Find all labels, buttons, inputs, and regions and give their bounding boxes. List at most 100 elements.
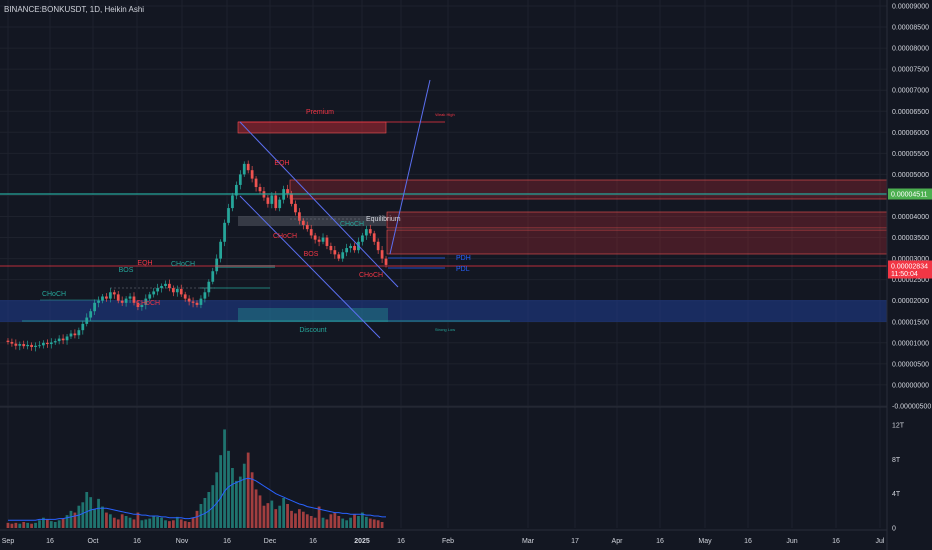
volume-bar[interactable]: [219, 455, 223, 528]
candle-body[interactable]: [124, 298, 128, 303]
volume-bar[interactable]: [325, 519, 329, 528]
volume-bar[interactable]: [128, 517, 132, 528]
volume-bar[interactable]: [191, 517, 195, 528]
volume-pane[interactable]: [6, 429, 386, 528]
volume-bar[interactable]: [124, 516, 128, 528]
candle-body[interactable]: [38, 345, 41, 347]
volume-bar[interactable]: [266, 503, 270, 528]
volume-bar[interactable]: [22, 522, 26, 528]
candle-body[interactable]: [77, 330, 81, 336]
candle-body[interactable]: [207, 281, 211, 293]
volume-bar[interactable]: [85, 492, 89, 528]
candle-body[interactable]: [238, 174, 242, 185]
volume-bar[interactable]: [238, 476, 242, 528]
candle-body[interactable]: [187, 298, 191, 302]
volume-bar[interactable]: [254, 489, 258, 528]
candle-body[interactable]: [364, 229, 368, 236]
volume-bar[interactable]: [34, 522, 37, 528]
candle-body[interactable]: [144, 298, 148, 305]
volume-bar[interactable]: [53, 522, 57, 528]
volume-bar[interactable]: [305, 514, 309, 528]
volume-bar[interactable]: [317, 506, 321, 528]
volume-bar[interactable]: [105, 512, 108, 528]
volume-bar[interactable]: [321, 517, 325, 528]
volume-bar[interactable]: [345, 520, 349, 528]
volume-bar[interactable]: [278, 505, 282, 528]
volume-bar[interactable]: [294, 513, 297, 528]
candle-body[interactable]: [128, 296, 132, 299]
candle-body[interactable]: [57, 338, 61, 342]
volume-bar[interactable]: [101, 506, 104, 528]
candle-body[interactable]: [372, 233, 376, 242]
candle-body[interactable]: [203, 292, 207, 299]
volume-bar[interactable]: [140, 520, 144, 528]
volume-bar[interactable]: [353, 514, 356, 528]
candle-body[interactable]: [345, 248, 349, 253]
volume-bar[interactable]: [148, 518, 152, 528]
volume-bar[interactable]: [57, 520, 61, 528]
candle-body[interactable]: [270, 195, 274, 204]
volume-bar[interactable]: [38, 520, 41, 528]
candle-body[interactable]: [211, 271, 215, 282]
volume-bar[interactable]: [286, 504, 289, 528]
volume-bar[interactable]: [227, 450, 230, 528]
volume-bar[interactable]: [215, 472, 219, 528]
volume-bar[interactable]: [26, 522, 30, 528]
volume-bar[interactable]: [6, 522, 10, 528]
candle-body[interactable]: [18, 344, 22, 346]
volume-bar[interactable]: [250, 472, 254, 528]
candle-body[interactable]: [329, 245, 333, 251]
volume-bar[interactable]: [187, 522, 191, 528]
candle-body[interactable]: [317, 239, 321, 242]
candle-body[interactable]: [160, 285, 163, 289]
volume-bar[interactable]: [309, 516, 313, 528]
candle-body[interactable]: [6, 340, 10, 342]
volume-bar[interactable]: [120, 514, 124, 528]
volume-bar[interactable]: [49, 521, 53, 528]
volume-bar[interactable]: [282, 498, 286, 528]
candle-body[interactable]: [337, 254, 341, 259]
candle-body[interactable]: [120, 300, 124, 303]
volume-bar[interactable]: [349, 517, 352, 528]
candle-body[interactable]: [168, 283, 171, 289]
volume-bar[interactable]: [333, 512, 337, 528]
volume-bar[interactable]: [246, 452, 250, 528]
volume-bar[interactable]: [199, 504, 203, 528]
candle-body[interactable]: [301, 220, 305, 225]
candle-body[interactable]: [246, 163, 250, 171]
candle-body[interactable]: [254, 178, 258, 188]
volume-bar[interactable]: [207, 492, 211, 528]
candle-body[interactable]: [97, 300, 100, 303]
volume-bar[interactable]: [223, 429, 226, 528]
volume-bar[interactable]: [357, 516, 360, 528]
candle-body[interactable]: [26, 344, 30, 347]
candle-body[interactable]: [266, 197, 270, 204]
candle-body[interactable]: [14, 343, 18, 346]
volume-bar[interactable]: [298, 509, 301, 528]
volume-bar[interactable]: [337, 516, 341, 528]
volume-bar[interactable]: [175, 516, 179, 528]
candle-body[interactable]: [10, 341, 14, 344]
trend-lines[interactable]: [0, 79, 887, 339]
volume-bar[interactable]: [368, 518, 372, 528]
candle-body[interactable]: [93, 302, 96, 312]
candle-body[interactable]: [274, 195, 278, 209]
volume-bar[interactable]: [116, 519, 120, 528]
volume-bar[interactable]: [132, 519, 136, 528]
volume-bar[interactable]: [262, 505, 266, 528]
candle-body[interactable]: [380, 250, 384, 259]
candle-body[interactable]: [179, 288, 183, 295]
candle-body[interactable]: [361, 235, 364, 242]
candle-body[interactable]: [101, 296, 104, 301]
candle-body[interactable]: [49, 342, 53, 345]
volume-bar[interactable]: [136, 512, 140, 528]
candle-body[interactable]: [81, 323, 85, 331]
candle-body[interactable]: [309, 229, 313, 236]
candle-body[interactable]: [136, 302, 140, 308]
candle-body[interactable]: [278, 199, 282, 209]
candle-body[interactable]: [195, 302, 199, 305]
candle-body[interactable]: [353, 245, 356, 251]
candle-body[interactable]: [112, 292, 116, 295]
volume-bar[interactable]: [18, 523, 22, 528]
